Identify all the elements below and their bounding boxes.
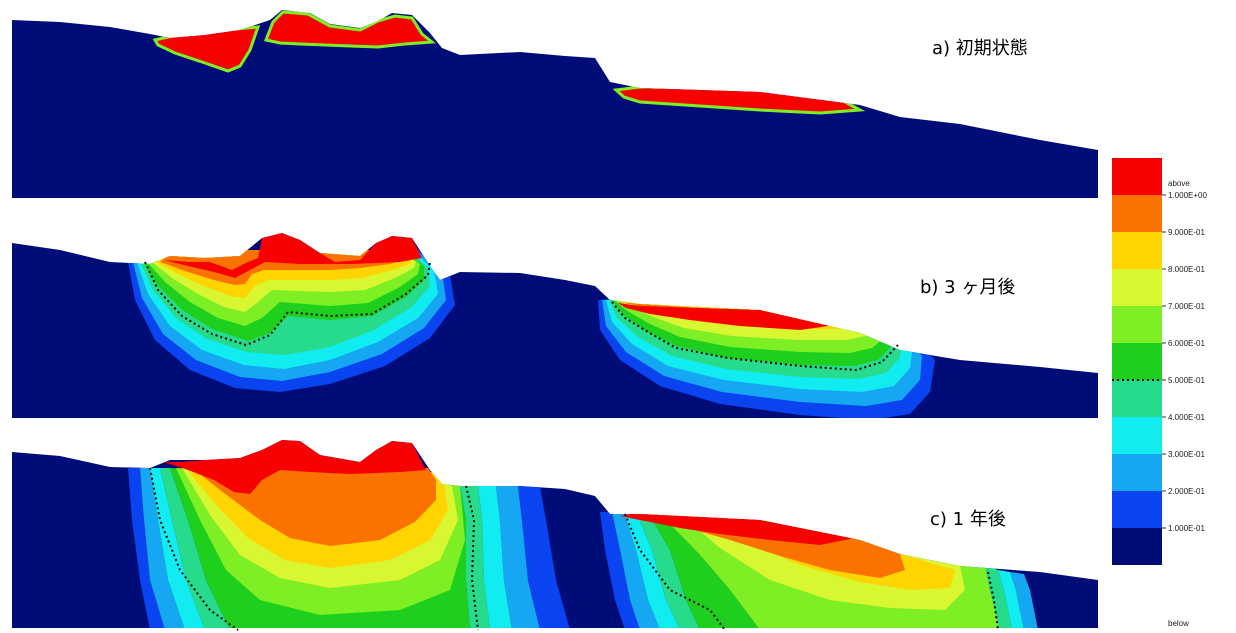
- legend-tick-label: 3.000E-01: [1168, 450, 1205, 459]
- legend-bottom-label: below: [1168, 619, 1189, 628]
- legend-swatches: [1112, 158, 1162, 565]
- legend-tick-label: 1.000E+00: [1168, 191, 1207, 200]
- legend-swatch: [1112, 417, 1162, 454]
- legend-tick-label: 4.000E-01: [1168, 413, 1205, 422]
- legend-swatch: [1112, 528, 1162, 565]
- color-legend: 1.000E+00 9.000E-01 8.000E-01 7.000E-01 6.00…: [1112, 158, 1207, 628]
- panel-c-cross-section: [12, 440, 1098, 628]
- legend-swatch: [1112, 491, 1162, 528]
- legend-tick-label: 8.000E-01: [1168, 265, 1205, 274]
- panel-b-cross-section: [12, 233, 1098, 418]
- panel-c-threshold-contours: [149, 467, 999, 631]
- legend-tick-label: 6.000E-01: [1168, 339, 1205, 348]
- panel-a-wet-zone-center: [263, 10, 436, 49]
- legend-swatch: [1112, 158, 1162, 195]
- panel-a-cross-section: [12, 10, 1098, 198]
- legend-tick-label: 5.000E-01: [1168, 376, 1205, 385]
- legend-top-label: above: [1168, 179, 1190, 188]
- panel-a-ground: [12, 10, 1098, 198]
- panel-a-label: a) 初期状態: [932, 38, 1028, 59]
- legend-swatch: [1112, 454, 1162, 491]
- panel-b-label: b) 3 ヶ月後: [920, 277, 1016, 298]
- legend-tick-label: 2.000E-01: [1168, 487, 1205, 496]
- panel-b-threshold-contours: [144, 261, 899, 372]
- panel-c-label: c) 1 年後: [930, 509, 1006, 530]
- legend-tick-label: 1.000E-01: [1168, 524, 1205, 533]
- legend-tick-label: 7.000E-01: [1168, 302, 1205, 311]
- legend-tick-marks: 1.000E+00 9.000E-01 8.000E-01 7.000E-01 6.00…: [1162, 191, 1207, 533]
- legend-swatch: [1112, 380, 1162, 417]
- legend-tick-label: 9.000E-01: [1168, 228, 1205, 237]
- legend-swatch: [1112, 269, 1162, 306]
- legend-swatch: [1112, 195, 1162, 232]
- legend-swatch: [1112, 232, 1162, 269]
- legend-swatch: [1112, 343, 1162, 380]
- legend-swatch: [1112, 306, 1162, 343]
